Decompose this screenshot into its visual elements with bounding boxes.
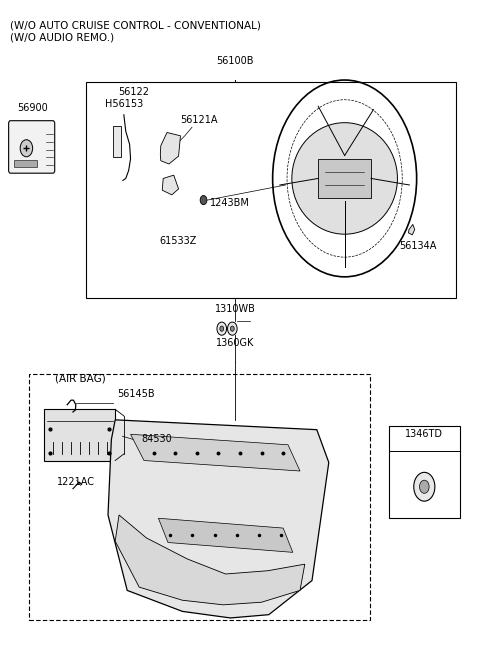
Circle shape (414, 472, 435, 501)
Text: 1221AC: 1221AC (57, 477, 95, 487)
Text: 56900: 56900 (17, 103, 48, 113)
Text: 1243BM: 1243BM (210, 198, 250, 208)
Circle shape (230, 326, 234, 331)
Circle shape (200, 195, 207, 205)
Circle shape (217, 322, 227, 335)
Circle shape (420, 480, 429, 493)
Polygon shape (158, 518, 293, 552)
Bar (14, 160, 37, 167)
Circle shape (228, 322, 237, 335)
Text: 1346TD: 1346TD (405, 429, 444, 439)
Polygon shape (115, 515, 305, 605)
Polygon shape (162, 175, 179, 195)
Circle shape (20, 140, 33, 157)
Bar (86, 82, 456, 298)
Text: (W/O AUDIO REMO.): (W/O AUDIO REMO.) (10, 33, 114, 43)
FancyBboxPatch shape (9, 121, 55, 173)
Polygon shape (108, 420, 329, 618)
Text: 56100B: 56100B (216, 56, 254, 66)
Bar (318, 159, 371, 198)
Polygon shape (408, 224, 415, 235)
Text: 1310WB: 1310WB (215, 304, 256, 314)
Polygon shape (160, 133, 180, 164)
Ellipse shape (292, 123, 397, 234)
Bar (389, 426, 460, 518)
Polygon shape (131, 434, 300, 471)
Bar (113, 126, 121, 157)
Text: H56153: H56153 (105, 99, 143, 109)
Text: (AIR BAG): (AIR BAG) (55, 373, 106, 383)
Text: 61533Z: 61533Z (159, 236, 196, 246)
Bar (29, 374, 370, 620)
Text: 56134A: 56134A (399, 241, 436, 251)
Text: (W/O AUTO CRUISE CONTROL - CONVENTIONAL): (W/O AUTO CRUISE CONTROL - CONVENTIONAL) (10, 21, 261, 31)
Text: 84530: 84530 (142, 434, 172, 444)
Circle shape (220, 326, 224, 331)
Text: 56122: 56122 (118, 87, 149, 97)
Bar (44, 409, 115, 461)
Text: 1360GK: 1360GK (216, 338, 254, 348)
Text: 56121A: 56121A (180, 115, 218, 125)
Text: 56145B: 56145B (118, 389, 155, 399)
